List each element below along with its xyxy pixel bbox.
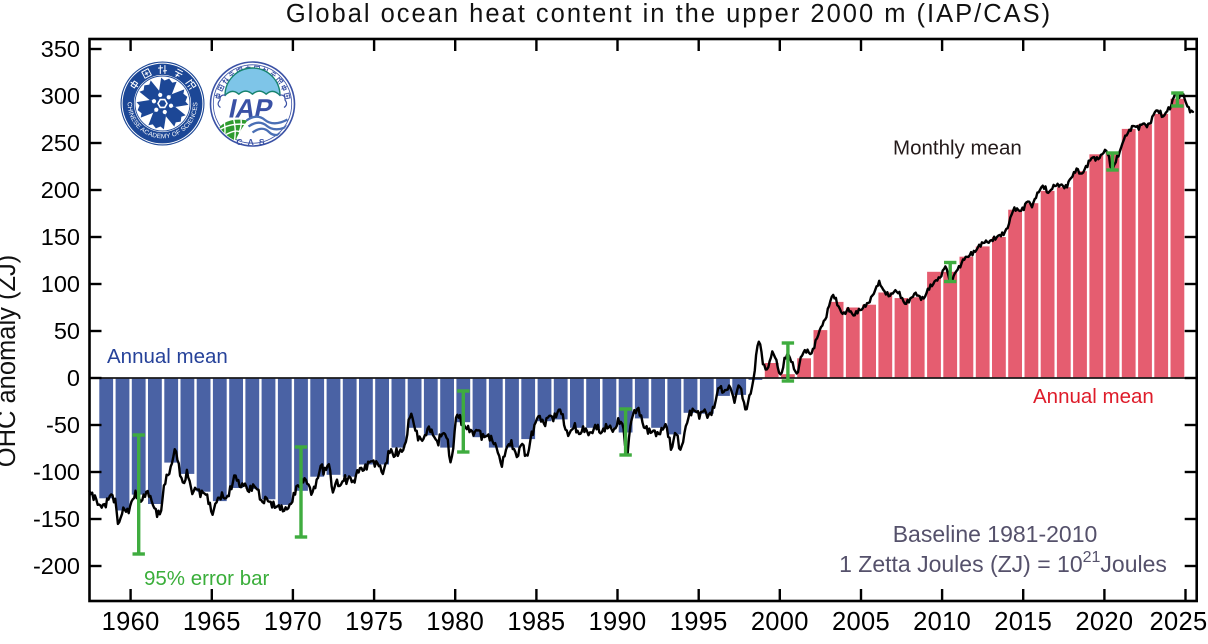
svg-text:1990: 1990 <box>589 608 647 636</box>
svg-text:200: 200 <box>41 177 80 203</box>
svg-text:0: 0 <box>67 365 80 391</box>
svg-text:-150: -150 <box>33 506 80 532</box>
svg-text:150: 150 <box>41 224 80 250</box>
svg-text:CAS: CAS <box>236 137 269 147</box>
svg-text:250: 250 <box>41 130 80 156</box>
svg-text:1960: 1960 <box>102 608 160 636</box>
svg-text:350: 350 <box>41 36 80 62</box>
svg-text:-200: -200 <box>33 553 80 579</box>
svg-text:95% error bar: 95% error bar <box>144 567 270 590</box>
svg-text:OHC anomaly (ZJ): OHC anomaly (ZJ) <box>0 255 21 468</box>
svg-text:Baseline 1981-2010: Baseline 1981-2010 <box>893 521 1098 547</box>
svg-text:1985: 1985 <box>507 608 565 636</box>
svg-text:2015: 2015 <box>994 608 1052 636</box>
svg-text:Annual mean: Annual mean <box>1033 385 1154 408</box>
svg-text:1970: 1970 <box>264 608 322 636</box>
svg-text:50: 50 <box>54 318 80 344</box>
svg-text:100: 100 <box>41 271 80 297</box>
svg-text:Monthly mean: Monthly mean <box>893 137 1022 160</box>
svg-text:2010: 2010 <box>913 608 971 636</box>
svg-text:1 Zetta Joules (ZJ) = 1021Joul: 1 Zetta Joules (ZJ) = 1021Joules <box>839 549 1167 577</box>
svg-text:1980: 1980 <box>426 608 484 636</box>
svg-text:1975: 1975 <box>345 608 403 636</box>
svg-text:1995: 1995 <box>670 608 728 636</box>
svg-text:2005: 2005 <box>832 608 890 636</box>
svg-text:Annual mean: Annual mean <box>107 345 228 368</box>
svg-text:2000: 2000 <box>751 608 809 636</box>
svg-text:-100: -100 <box>33 459 80 485</box>
svg-text:1965: 1965 <box>183 608 241 636</box>
svg-text:2020: 2020 <box>1075 608 1133 636</box>
svg-text:2025: 2025 <box>1150 608 1208 636</box>
svg-text:-50: -50 <box>46 412 80 438</box>
svg-text:Global ocean heat content in t: Global ocean heat content in the upper 2… <box>286 0 1052 28</box>
svg-text:300: 300 <box>41 83 80 109</box>
